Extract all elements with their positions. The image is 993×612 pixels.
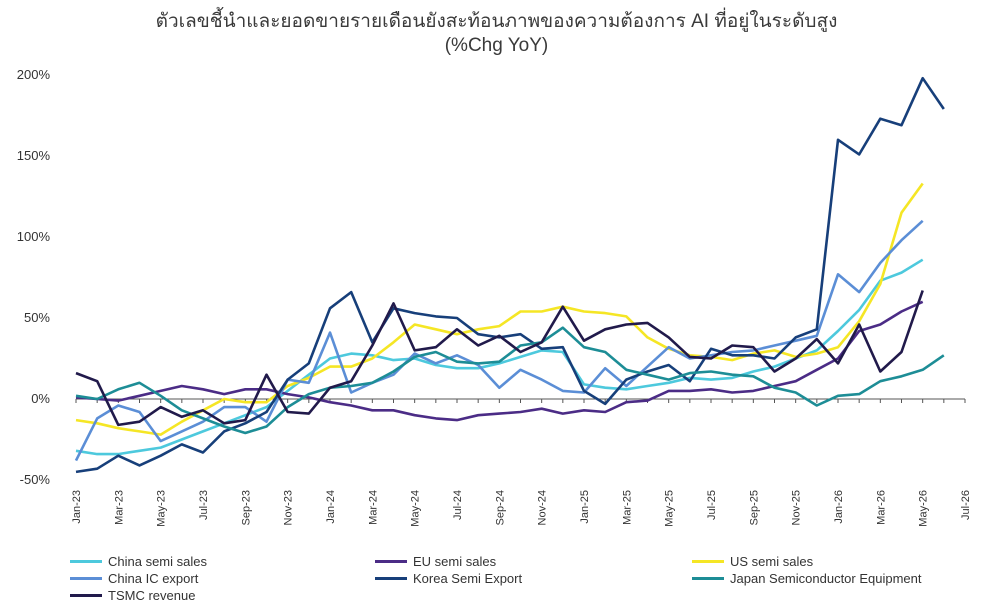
series-line-korea-semi-export	[75, 76, 945, 474]
x-tick-label: Jan-25	[579, 490, 591, 524]
y-tick-label: 200%	[17, 67, 51, 82]
legend-item: China semi sales	[70, 554, 207, 569]
chart-title-block: ตัวเลขชี้นำและยอดขายรายเดือนยังสะท้อนภาพ…	[0, 10, 993, 58]
legend-label: TSMC revenue	[108, 588, 196, 603]
y-tick-label: 150%	[17, 148, 51, 163]
legend-label: Japan Semiconductor Equipment	[730, 571, 922, 586]
legend-label: US semi sales	[730, 554, 814, 569]
legend-swatch	[375, 577, 407, 580]
y-tick-label: -50%	[20, 472, 51, 487]
x-tick-label: Jan-23	[71, 490, 83, 524]
legend-swatch	[375, 560, 407, 563]
x-tick-label: Sep-24	[494, 490, 506, 525]
x-tick-label: Jul-26	[960, 490, 972, 520]
x-tick-label: May-24	[410, 490, 422, 527]
x-tick-label: Jul-24	[452, 490, 464, 520]
x-tick-label: Jul-25	[706, 490, 718, 520]
legend-swatch	[692, 577, 724, 580]
legend-swatch	[692, 560, 724, 563]
chart-subtitle: (%Chg YoY)	[444, 35, 549, 56]
legend-item: Japan Semiconductor Equipment	[692, 571, 922, 586]
x-tick-label: Mar-23	[113, 490, 125, 525]
legend-item: China IC export	[70, 571, 198, 586]
x-tick-label: Mar-24	[367, 490, 379, 525]
x-tick-label: Jan-24	[325, 490, 337, 524]
x-tick-label: Mar-25	[621, 490, 633, 525]
x-tick-label: May-26	[918, 490, 930, 527]
y-axis-labels: -50% 0% 50% 100% 150% 200%	[17, 67, 51, 487]
x-axis: Jan-23 Mar-23 May-23 Jul-23 Sep-23 Nov-23 Jan-…	[71, 398, 972, 527]
x-tick-label: Sep-23	[240, 490, 252, 525]
series-line-tsmc-revenue	[75, 290, 924, 427]
series-line-us-semi-sales	[75, 182, 924, 436]
x-tick-label: May-25	[664, 490, 676, 527]
x-tick-label: Nov-25	[791, 490, 803, 525]
y-tick-label: 0%	[31, 391, 50, 406]
series-line-china-semi-sales	[75, 258, 924, 456]
legend-item: Korea Semi Export	[375, 571, 522, 586]
legend-item: US semi sales	[692, 554, 813, 569]
series-line-japan-semiconductor-equipment	[75, 326, 945, 435]
x-tick-label: Jan-26	[833, 490, 845, 524]
legend-swatch	[70, 560, 102, 563]
legend-label: EU semi sales	[413, 554, 497, 569]
legend-swatch	[70, 594, 102, 597]
legend-item: EU semi sales	[375, 554, 496, 569]
legend-swatch	[70, 577, 102, 580]
series-line-china-ic-export	[74, 219, 924, 462]
legend-item: TSMC revenue	[70, 588, 195, 603]
legend-label: China semi sales	[108, 554, 207, 569]
legend-label: Korea Semi Export	[413, 571, 523, 586]
series-lines	[74, 76, 945, 474]
x-tick-label: Nov-23	[283, 490, 295, 525]
x-tick-label: Nov-24	[537, 490, 549, 525]
x-tick-label: Mar-26	[875, 490, 887, 525]
series-line-eu-semi-sales	[75, 300, 924, 422]
chart-title: ตัวเลขชี้นำและยอดขายรายเดือนยังสะท้อนภาพ…	[155, 11, 838, 32]
x-tick-label: Jul-23	[198, 490, 210, 520]
x-tick-label: Sep-25	[748, 490, 760, 525]
y-tick-label: 100%	[17, 229, 51, 244]
x-tick-label: May-23	[156, 490, 168, 527]
legend-label: China IC export	[108, 571, 199, 586]
y-tick-label: 50%	[24, 310, 50, 325]
